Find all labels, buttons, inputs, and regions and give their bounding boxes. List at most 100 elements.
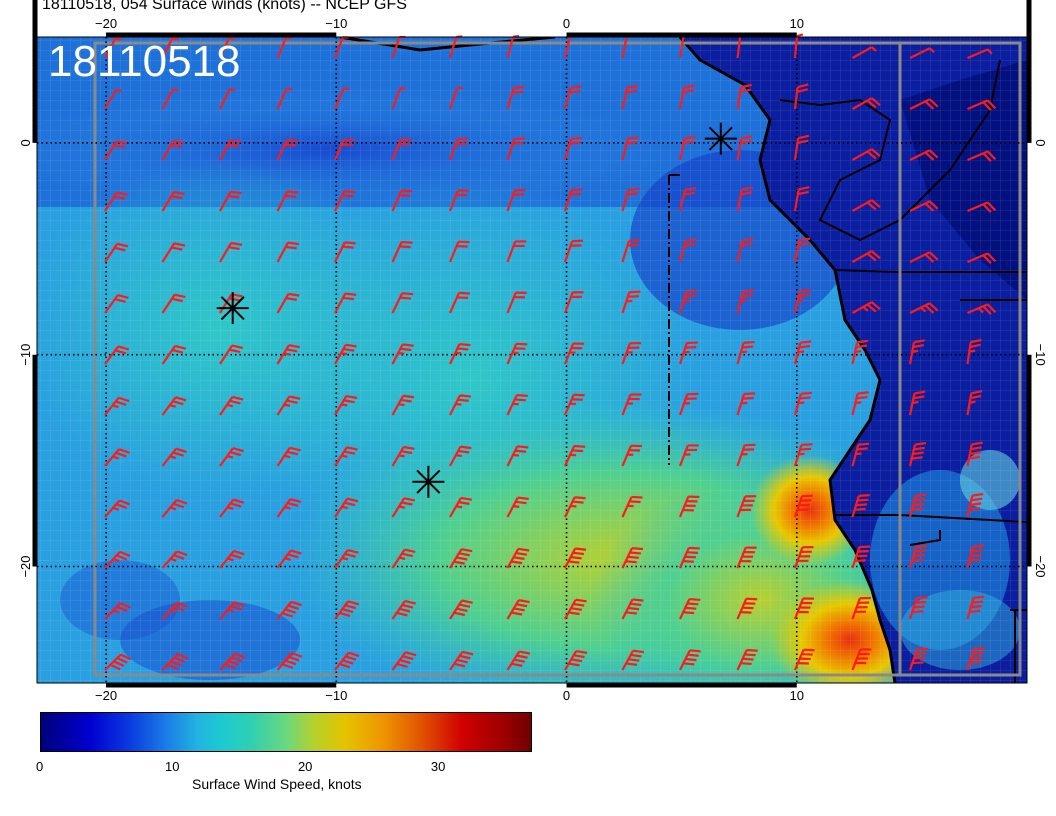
wind-barb [908,596,928,620]
wind-barb [966,492,984,518]
lat-tick-label-left: 0 [18,139,33,146]
wind-barb [104,345,130,365]
wind-barb [161,139,185,161]
lat-tick-label-right: −20 [1033,555,1048,577]
wind-barb [506,599,530,620]
wind-barb [219,88,236,110]
wind-barb [736,83,752,110]
wind-barb [621,649,645,671]
wind-barb [276,139,298,161]
wind-barb [966,441,983,467]
colorbar-label: Surface Wind Speed, knots [192,776,362,792]
colorbar-tick-label: 20 [297,759,313,774]
wind-barb [851,391,869,416]
colorbar [40,712,532,754]
wind-barb [334,548,359,569]
wind-barb [909,302,939,314]
wind-barb [334,189,356,212]
wind-barb [967,252,997,264]
axis-tick-labels: −20 −20 −10 −10 0 0 10 10 0 0 −10 −10 −20 −20 [18,16,1048,700]
wind-barb [161,242,186,263]
wind-barb [563,239,584,263]
wind-barb [104,396,130,416]
wind-map: −20 −20 −10 −10 0 0 10 10 0 0 −10 −10 −20 −20 [18,0,1048,700]
wind-barb [736,495,757,518]
wind-barb [219,549,245,569]
wind-barb [736,392,756,416]
wind-barb [966,647,986,671]
wind-barb [449,394,472,416]
wind-barb [851,199,881,212]
wind-barb [104,88,122,110]
wind-barb [563,393,585,416]
wind-barb [851,339,869,365]
wind-barb [564,598,587,620]
coastline [678,37,897,683]
wind-barb [851,442,870,467]
wind-barb [621,444,643,467]
colorbar-tick-label: 0 [36,759,44,774]
wind-barb [967,99,997,111]
wind-barb [793,648,815,671]
wind-barb [967,201,997,213]
wind-barb [908,544,928,569]
wind-barb [621,136,639,161]
wind-barb [678,238,697,263]
wind-barb [391,445,415,467]
wind-barb [621,187,640,212]
wind-barb [276,652,303,671]
lon-tick-label-top: 10 [790,16,804,31]
wind-barb [161,37,179,59]
wind-barbs [104,33,997,671]
wind-barb [966,338,982,365]
wind-barb [678,546,700,569]
wind-barb [161,498,188,518]
wind-barb [391,343,414,365]
graticule [37,37,1027,683]
wind-barb [967,303,997,315]
wind-barb [678,289,698,314]
wind-barb [621,342,641,365]
wind-barb [909,149,939,161]
wind-barb [448,86,463,110]
wind-barb [793,340,812,365]
wind-barb [219,447,244,467]
asterisk-marker [412,465,445,498]
wind-barb [391,292,414,314]
asterisk-markers [216,122,737,498]
wind-barb [793,443,813,467]
wind-barb [908,339,925,365]
wind-barb [161,88,179,110]
wind-barb [793,134,810,161]
wind-barb [449,650,474,671]
wind-barb [793,288,811,314]
wind-barb [506,342,528,365]
wind-barb [276,600,303,620]
wind-barb [908,390,926,416]
wind-barb [678,341,698,365]
wind-barb [678,84,696,110]
wind-barb [909,200,939,212]
wind-barb [793,546,814,569]
country-borders [779,59,1027,683]
wind-barb [793,391,812,416]
wind-barb [563,291,584,314]
wind-barb [391,189,413,212]
wind-barb [334,651,360,671]
wind-barb [908,647,929,671]
wind-barb [851,250,881,263]
colorbar-tick-label: 10 [164,759,180,774]
wind-barb [104,653,132,671]
wind-barb [276,87,293,110]
wind-barb [909,251,939,263]
wind-barb [276,190,299,212]
lon-tick-label-bottom: −20 [95,688,117,700]
wind-barb [219,344,243,365]
wind-barb [851,301,881,314]
lon-tick-label-top: 0 [563,16,570,31]
wind-barb [506,291,527,314]
wind-barb [334,446,358,467]
wind-barb [736,237,754,263]
wind-barb [679,649,701,671]
